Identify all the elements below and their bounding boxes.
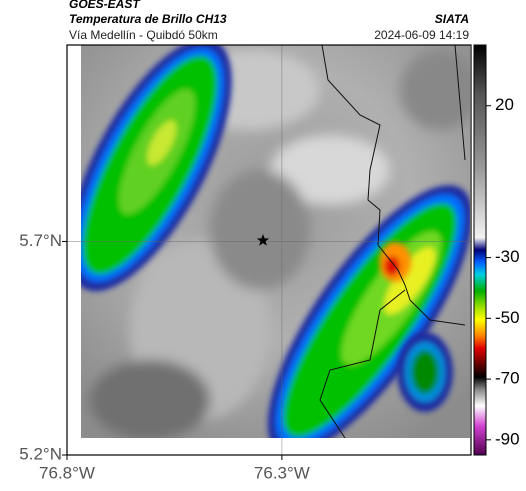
x-tick-label: 76.3°W [254,463,310,482]
subtitle: Vía Medellín - Quibdó 50km [69,28,218,42]
y-tick-label: 5.2°N [19,444,62,463]
brand: SIATA [435,12,469,26]
satellite-image [81,45,470,438]
source: GOES-EAST [69,0,141,11]
y-tick-label: 5.7°N [19,231,62,250]
colorbar-tick-label: 20 [495,95,514,114]
location-star [256,234,270,246]
colorbar-tick-label: -70 [495,369,520,388]
colorbar [473,44,487,456]
map-frame [66,44,472,456]
colorbar-tick-label: -50 [495,308,520,327]
colorbar-tick-label: -30 [495,247,520,266]
colorbar-tick-label: -90 [495,429,520,448]
title: Temperatura de Brillo CH13 [69,12,227,26]
x-tick-label: 76.8°W [39,463,95,482]
timestamp: 2024-06-09 14:19 [374,28,469,42]
